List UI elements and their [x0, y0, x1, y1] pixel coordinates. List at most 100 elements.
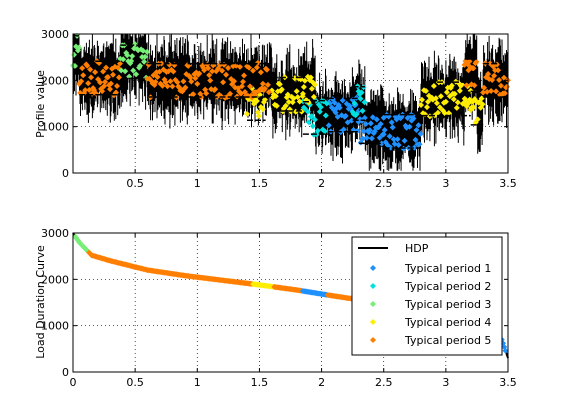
period-5-point	[78, 78, 85, 85]
period-5-point	[192, 75, 199, 82]
period-2-point	[317, 104, 324, 111]
period-5-point	[495, 67, 502, 74]
period-4-point	[451, 90, 458, 97]
bottom-xtick-label: 2.5	[375, 376, 393, 389]
period-3-point	[133, 71, 140, 78]
top-xtick-label: 0.5	[126, 177, 144, 190]
bottom-axes-frame	[72, 232, 509, 373]
period-4-point	[299, 90, 306, 97]
period-2-point	[314, 127, 321, 134]
period-1-point	[387, 144, 394, 151]
period-1-point	[394, 136, 401, 143]
period-4-point	[293, 88, 300, 95]
period-5-point	[105, 74, 111, 81]
period-1-point	[389, 124, 396, 131]
bottom-ticks: 0 0.5 1 1.5 2 2.5 3 3.5 0 1000 2000 3000	[41, 227, 517, 389]
period-4-point	[479, 101, 486, 108]
period-5-point	[247, 83, 253, 90]
period-2-point	[361, 99, 368, 106]
period-5-point	[471, 82, 478, 89]
period-5-point	[182, 84, 189, 91]
period-5-point	[103, 64, 110, 71]
period-4-point	[456, 87, 463, 94]
period-4-point	[244, 110, 250, 117]
period-5-point	[223, 71, 230, 78]
period-3-point	[137, 62, 144, 69]
period-5-point	[116, 74, 122, 81]
period-3-point	[120, 56, 127, 63]
bottom-xtick-label: 0.5	[126, 376, 144, 389]
period-1-point	[502, 347, 509, 354]
period-2-point	[305, 119, 312, 126]
period-4-point	[442, 98, 449, 105]
top-xtick-label: 3	[442, 177, 449, 190]
period-1-point	[331, 99, 338, 106]
legend-box	[351, 236, 503, 356]
period-1-point	[369, 114, 376, 121]
period-4-point	[441, 110, 448, 117]
period-3-point	[144, 48, 151, 55]
period-1-point	[361, 114, 368, 121]
period-5-point	[466, 58, 473, 65]
period-3-point	[128, 58, 135, 64]
period-5-point	[209, 68, 216, 75]
period-5-point	[100, 68, 107, 75]
top-subplot: 0.5 1 1.5 2 2.5 3 3.5 0 1000 2000 3000 Profile val…	[34, 28, 517, 190]
period-5-point	[240, 78, 246, 85]
period-2-point	[323, 100, 330, 107]
period-5-point	[87, 66, 94, 73]
period-4-point	[278, 86, 285, 93]
period-1-point	[412, 136, 419, 143]
period-5-point	[110, 71, 116, 78]
period-5-point	[117, 60, 123, 67]
period-5-point	[217, 61, 224, 68]
period-1-point	[367, 120, 374, 127]
period-5-point	[205, 65, 212, 72]
period-4-point	[255, 113, 262, 119]
period-5-point	[485, 71, 492, 77]
top-ytick-label: 3000	[41, 28, 69, 41]
top-data	[70, 32, 511, 171]
period-5-point	[241, 72, 247, 79]
period-1-point	[360, 128, 367, 135]
period-5-point	[84, 62, 91, 69]
period-5-point	[115, 64, 121, 71]
period-3-point	[122, 68, 129, 75]
period-1-point	[377, 121, 384, 127]
top-xtick-label: 2	[318, 177, 325, 190]
period-4-point	[259, 106, 266, 113]
period-4-point	[296, 98, 303, 105]
top-ticks: 0.5 1 1.5 2 2.5 3 3.5 0 1000 2000 3000	[41, 28, 517, 190]
period-5-point	[79, 65, 86, 72]
period-4-point	[450, 96, 457, 103]
period-2-point	[316, 108, 323, 115]
legend-period-2-marker	[370, 283, 376, 289]
period-3-point	[129, 53, 136, 60]
top-ylabel: Profile value	[34, 70, 47, 138]
period-4-point	[436, 104, 443, 111]
period-5-point	[82, 87, 89, 94]
bottom-xtick-label: 1	[194, 376, 201, 389]
period-4-point	[434, 109, 441, 116]
period-5-point	[239, 83, 245, 90]
legend-hdp-label: HDP	[405, 242, 429, 255]
period-1-point	[416, 141, 423, 148]
period-5-point	[164, 83, 171, 90]
period-5-point	[174, 79, 181, 86]
legend-period-4-marker	[370, 319, 376, 325]
period-4-point	[437, 93, 444, 100]
period-5-point	[470, 65, 477, 72]
period-5-point	[259, 80, 266, 87]
period-5-point	[263, 66, 270, 73]
period-2-point	[308, 113, 315, 120]
period-1-point	[381, 127, 388, 133]
bottom-grid	[73, 233, 508, 372]
period-2-point	[304, 108, 311, 115]
period-5-point	[502, 90, 508, 97]
period-3-point	[76, 44, 82, 51]
bottom-xtick-label: 2	[318, 376, 325, 389]
bottom-xtick-label: 1.5	[251, 376, 269, 389]
period-5-point	[237, 63, 243, 70]
period-5-point	[99, 88, 106, 95]
